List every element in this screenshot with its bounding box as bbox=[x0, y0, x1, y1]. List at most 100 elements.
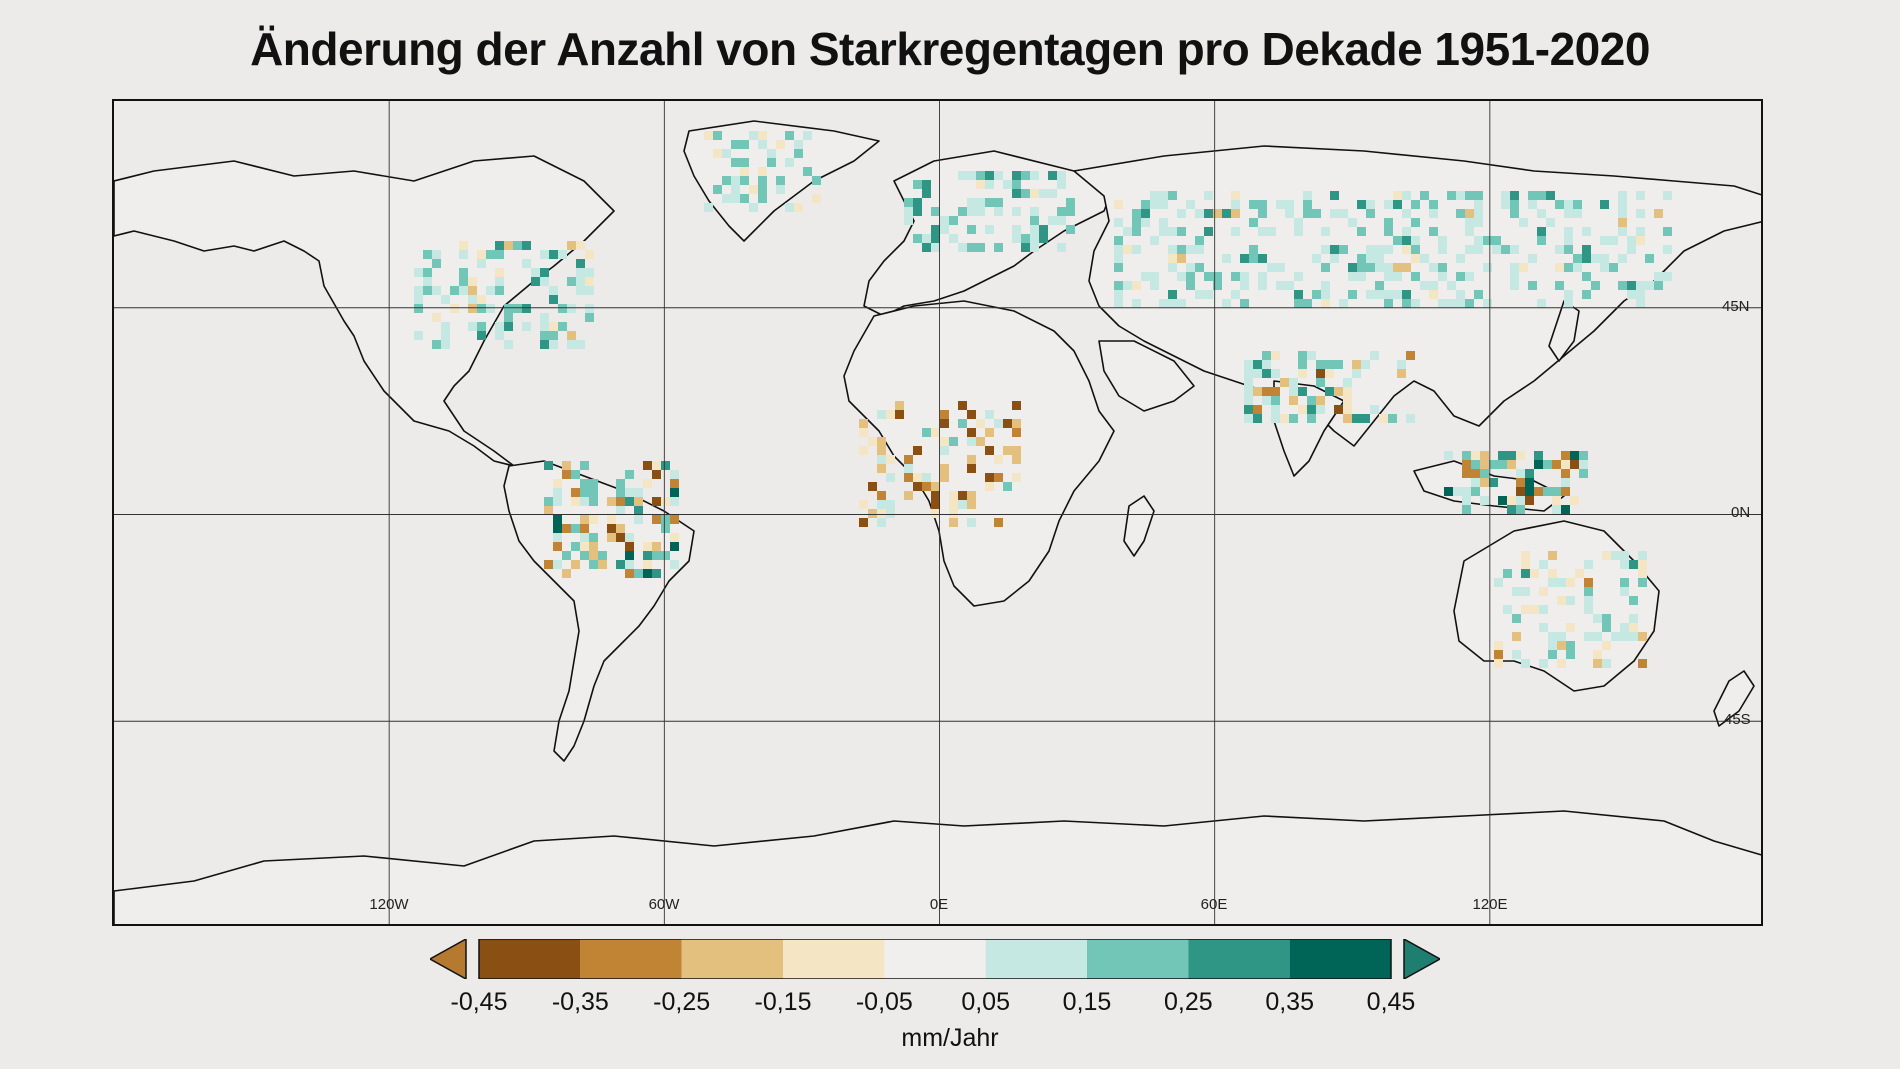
trend-cell bbox=[1114, 245, 1123, 254]
trend-cell bbox=[994, 473, 1003, 482]
trend-cell bbox=[643, 461, 652, 470]
trend-cell bbox=[1321, 245, 1330, 254]
trend-cell bbox=[1429, 209, 1438, 218]
trend-cell bbox=[1334, 360, 1343, 369]
trend-cell bbox=[625, 533, 634, 542]
trend-cell bbox=[1298, 369, 1307, 378]
trend-cell bbox=[976, 180, 985, 189]
trend-cell bbox=[504, 304, 513, 313]
trend-cell bbox=[459, 241, 468, 250]
trend-cell bbox=[922, 482, 931, 491]
trend-cell bbox=[1564, 290, 1573, 299]
trend-cell bbox=[1411, 299, 1420, 308]
trend-cell bbox=[1629, 632, 1638, 641]
trend-cell bbox=[1114, 299, 1123, 308]
trend-cell bbox=[1312, 254, 1321, 263]
trend-cell bbox=[1537, 191, 1546, 200]
trend-cell bbox=[967, 243, 976, 252]
trend-cell bbox=[1271, 387, 1280, 396]
trend-cell bbox=[1620, 578, 1629, 587]
trend-cell bbox=[589, 551, 598, 560]
trend-cell bbox=[1584, 578, 1593, 587]
trend-cell bbox=[1525, 478, 1534, 487]
trend-cell bbox=[1539, 605, 1548, 614]
trend-cell bbox=[616, 533, 625, 542]
trend-cell bbox=[1177, 299, 1186, 308]
trend-cell bbox=[1039, 234, 1048, 243]
trend-cell bbox=[1289, 396, 1298, 405]
trend-cell bbox=[958, 491, 967, 500]
trend-cell bbox=[1030, 171, 1039, 180]
trend-cell bbox=[1231, 272, 1240, 281]
trend-cell bbox=[1456, 209, 1465, 218]
trend-cell bbox=[886, 410, 895, 419]
trend-cell bbox=[994, 419, 1003, 428]
trend-cell bbox=[859, 500, 868, 509]
trend-cell bbox=[1289, 414, 1298, 423]
trend-cell bbox=[1638, 560, 1647, 569]
trend-cell bbox=[1429, 227, 1438, 236]
trend-cell bbox=[1438, 272, 1447, 281]
trend-cell bbox=[1528, 191, 1537, 200]
trend-cell bbox=[670, 515, 679, 524]
trend-cell bbox=[1384, 272, 1393, 281]
trend-cell bbox=[1375, 245, 1384, 254]
trend-cell bbox=[432, 313, 441, 322]
trend-cell bbox=[931, 428, 940, 437]
trend-cell bbox=[1557, 578, 1566, 587]
trend-cell bbox=[1348, 218, 1357, 227]
trend-cell bbox=[1406, 414, 1415, 423]
trend-cell bbox=[1334, 387, 1343, 396]
trend-cell bbox=[1582, 290, 1591, 299]
trend-cell bbox=[589, 542, 598, 551]
trend-cell bbox=[1141, 218, 1150, 227]
trend-cell bbox=[1564, 200, 1573, 209]
trend-cell bbox=[985, 482, 994, 491]
trend-cell bbox=[967, 518, 976, 527]
trend-cell bbox=[1253, 387, 1262, 396]
trend-cell bbox=[1629, 623, 1638, 632]
trend-cell bbox=[749, 131, 758, 140]
trend-cell bbox=[877, 437, 886, 446]
trend-cell bbox=[432, 286, 441, 295]
trend-cell bbox=[1057, 207, 1066, 216]
world-map[interactable]: 120W 60W 0E 60E 120E 45N 0N 45S bbox=[112, 99, 1763, 926]
trend-cell bbox=[1525, 469, 1534, 478]
trend-cell bbox=[976, 207, 985, 216]
trend-cell bbox=[1465, 272, 1474, 281]
trend-cell bbox=[1629, 596, 1638, 605]
trend-cell bbox=[1195, 290, 1204, 299]
trend-cell bbox=[504, 340, 513, 349]
colorbar-tick-label: 0,15 bbox=[1062, 988, 1112, 1016]
trend-cell bbox=[1402, 290, 1411, 299]
trend-cell bbox=[740, 194, 749, 203]
trend-cell bbox=[1186, 263, 1195, 272]
trend-cell bbox=[713, 185, 722, 194]
trend-cell bbox=[585, 250, 594, 259]
trend-cell bbox=[1584, 587, 1593, 596]
trend-cell bbox=[1285, 281, 1294, 290]
trend-cell bbox=[1411, 272, 1420, 281]
trend-cell bbox=[580, 524, 589, 533]
trend-cell bbox=[967, 455, 976, 464]
trend-cell bbox=[1539, 560, 1548, 569]
trend-cell bbox=[1325, 360, 1334, 369]
trend-cell bbox=[1510, 191, 1519, 200]
trend-cell bbox=[1316, 369, 1325, 378]
trend-cell bbox=[567, 304, 576, 313]
trend-cell bbox=[1276, 200, 1285, 209]
trend-cell bbox=[940, 473, 949, 482]
trend-cell bbox=[652, 551, 661, 560]
trend-cell bbox=[1240, 281, 1249, 290]
trend-cell bbox=[1244, 405, 1253, 414]
trend-cell bbox=[1012, 189, 1021, 198]
trend-cell bbox=[976, 243, 985, 252]
trend-cell bbox=[1636, 191, 1645, 200]
trend-cell bbox=[1384, 290, 1393, 299]
trend-cell bbox=[580, 461, 589, 470]
trend-cell bbox=[958, 419, 967, 428]
trend-cell bbox=[1030, 225, 1039, 234]
trend-cell bbox=[1186, 200, 1195, 209]
trend-cell bbox=[922, 243, 931, 252]
trend-cell bbox=[1507, 451, 1516, 460]
